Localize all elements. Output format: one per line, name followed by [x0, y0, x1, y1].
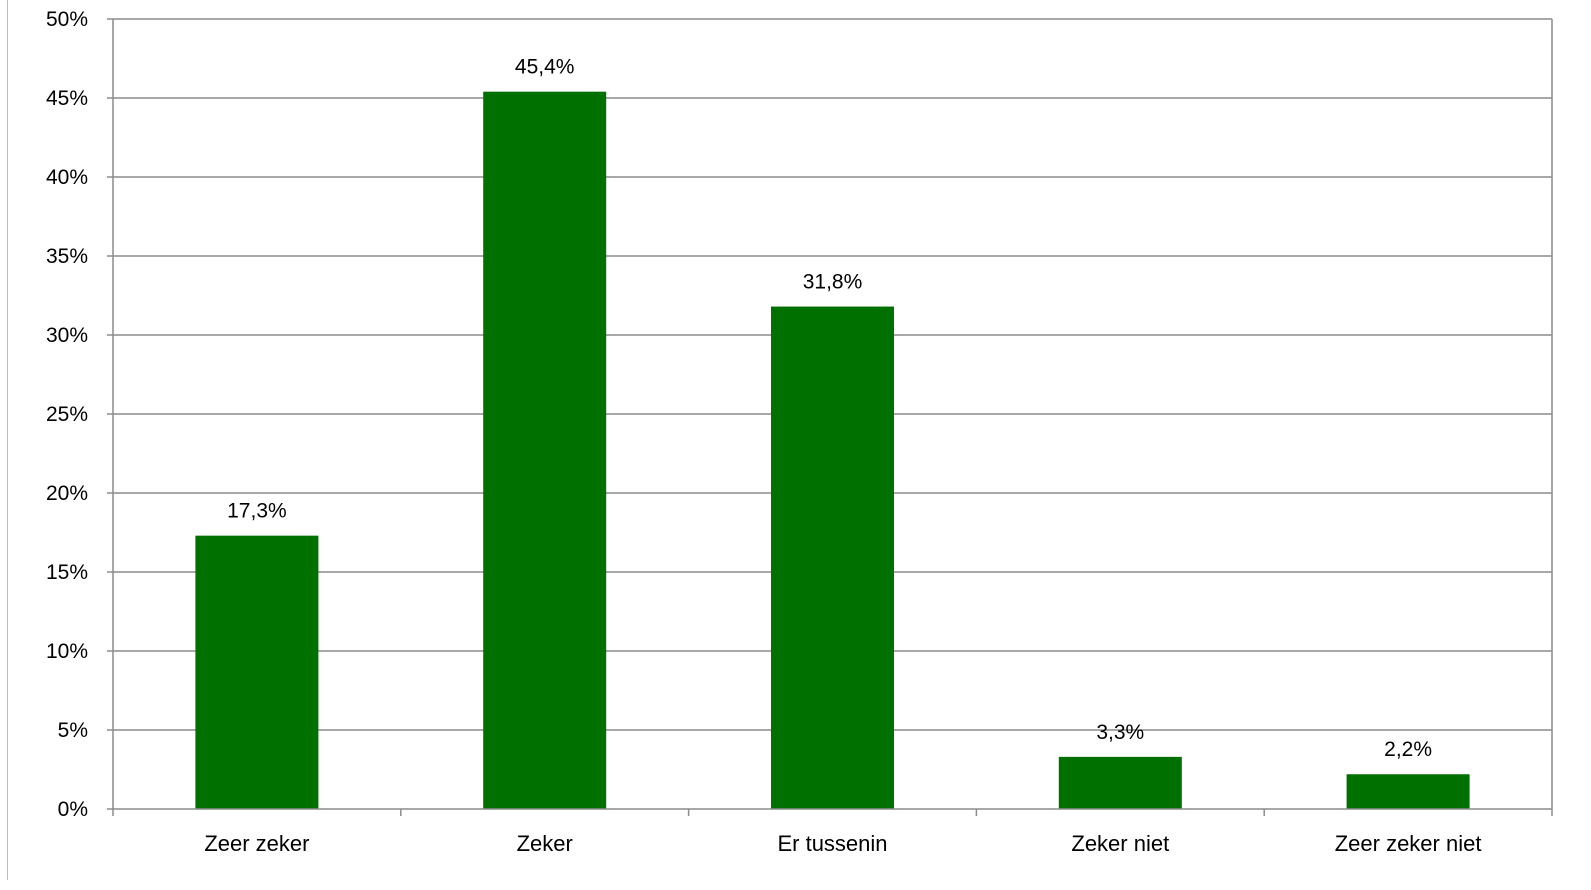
x-category-label: Zeer zeker: [204, 831, 309, 856]
y-tick-label: 30%: [46, 324, 88, 347]
y-tick-label: 45%: [46, 87, 88, 110]
y-tick-label: 10%: [46, 640, 88, 663]
data-labels: 17,3% 45,4% 31,8% 3,3% 2,2%: [227, 56, 1432, 762]
x-category-label: Er tussenin: [777, 831, 887, 856]
y-tick-label: 20%: [46, 482, 88, 505]
bar-zeker: [483, 91, 607, 810]
y-tick-label: 0%: [58, 798, 88, 821]
x-axis-category-labels: Zeer zeker Zeker Er tussenin Zeker niet Zeer…: [204, 831, 1481, 856]
y-tick-label: 50%: [46, 8, 88, 31]
y-tick-label: 25%: [46, 403, 88, 426]
x-category-label: Zeker: [517, 831, 573, 856]
bars: [195, 91, 1470, 810]
data-label: 17,3%: [227, 500, 287, 523]
chart-frame-edge: [7, 0, 8, 880]
y-axis-tick-labels: 0% 5% 10% 15% 20% 25% 30% 35% 40% 45% 50%: [46, 8, 88, 821]
data-label: 31,8%: [803, 271, 863, 294]
bar-zeer-zeker-niet: [1346, 774, 1470, 809]
axes: [107, 18, 1553, 816]
data-label: 45,4%: [515, 56, 575, 79]
y-tick-label: 40%: [46, 166, 88, 189]
y-tick-label: 35%: [46, 245, 88, 268]
x-category-label: Zeer zeker niet: [1335, 831, 1482, 856]
bar-zeker-niet: [1058, 756, 1182, 809]
x-category-label: Zeker niet: [1071, 831, 1169, 856]
y-tick-label: 5%: [58, 719, 88, 742]
bar-er-tussenin: [771, 306, 894, 809]
data-label: 3,3%: [1096, 721, 1144, 744]
data-label: 2,2%: [1384, 738, 1432, 761]
y-tick-label: 15%: [46, 561, 88, 584]
bar-zeer-zeker: [195, 535, 319, 809]
